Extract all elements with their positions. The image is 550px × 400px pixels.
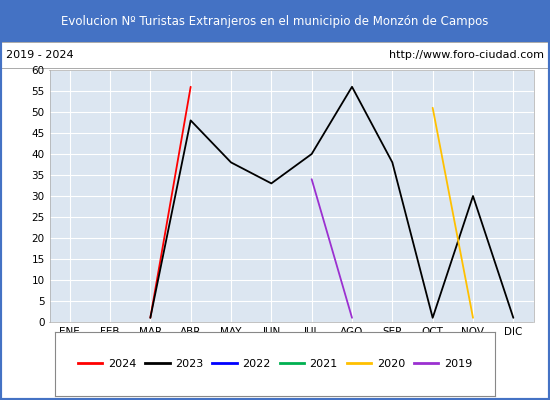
Legend: 2024, 2023, 2022, 2021, 2020, 2019: 2024, 2023, 2022, 2021, 2020, 2019 [74, 354, 476, 374]
Text: Evolucion Nº Turistas Extranjeros en el municipio de Monzón de Campos: Evolucion Nº Turistas Extranjeros en el … [61, 14, 489, 28]
Text: http://www.foro-ciudad.com: http://www.foro-ciudad.com [389, 50, 544, 60]
Text: 2019 - 2024: 2019 - 2024 [6, 50, 73, 60]
